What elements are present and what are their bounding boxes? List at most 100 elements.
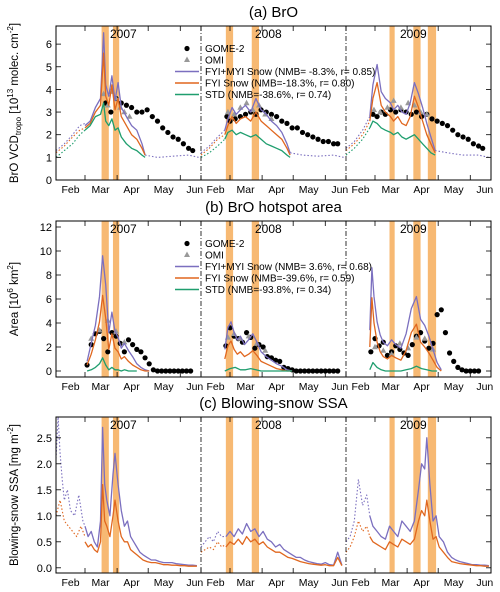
omi-point xyxy=(262,347,269,353)
gome2-point xyxy=(171,368,177,374)
fyi-line-solid xyxy=(369,297,442,372)
month-label: Feb xyxy=(206,577,224,589)
gome2-point xyxy=(439,120,445,126)
gome2-point xyxy=(277,358,283,364)
legend-label: STD (NMB=-38.6%, r= 0.74) xyxy=(205,90,331,101)
month-label: Mar xyxy=(381,577,400,589)
panel-1: 0 1 2 3 4 5 6 Feb Mar Apr May Jun 2007 Feb Mar Apr May Ju… xyxy=(6,4,493,196)
y-label-sup: 13 xyxy=(6,88,15,97)
gome2-point xyxy=(475,368,482,374)
fyi_myi-line-solid xyxy=(86,255,150,372)
y-tick-label: 5 xyxy=(46,62,52,74)
year-label: 2009 xyxy=(400,418,427,432)
gome2-point xyxy=(315,136,321,142)
year-label: 2008 xyxy=(255,222,282,236)
legend-label: GOME-2 xyxy=(205,239,245,250)
year-label: 2007 xyxy=(110,27,137,41)
legend-omi-marker xyxy=(184,251,190,257)
legend-label: STD (NMB=-93.8%, r= 0.34) xyxy=(205,285,331,296)
event-band xyxy=(427,26,437,180)
gome2-point xyxy=(183,368,190,374)
omi-point xyxy=(113,328,120,334)
gome2-point xyxy=(279,118,285,124)
month-label: Apr xyxy=(413,577,430,589)
gome2-point xyxy=(284,120,290,126)
legend-label: FYI+MYI Snow (NMB= -8.3%, r= 0.85) xyxy=(205,67,375,78)
omi-point xyxy=(372,343,378,350)
gome2-point xyxy=(318,368,324,374)
legend-label: GOME-2 xyxy=(205,44,245,55)
year-label: 2008 xyxy=(255,418,282,432)
gome2-point xyxy=(138,349,144,355)
gome2-point xyxy=(163,368,169,374)
fyi_myi-line-dotted xyxy=(56,417,86,527)
panel-title: (c) Blowing-snow SSA xyxy=(199,395,347,412)
gome2-point xyxy=(185,145,192,151)
gome2-point xyxy=(293,368,299,374)
gome2-point xyxy=(170,134,176,140)
event-band xyxy=(112,417,120,573)
plot-area xyxy=(56,417,489,573)
gome2-point xyxy=(467,368,473,374)
event-band xyxy=(427,417,437,573)
event-band xyxy=(251,417,259,573)
gome2-point xyxy=(322,368,328,374)
omi-point xyxy=(126,113,133,119)
plot-frame xyxy=(55,416,492,574)
y-tick-label: 1.5 xyxy=(37,485,52,497)
month-label: May xyxy=(299,184,320,196)
omi-point xyxy=(243,99,250,106)
y-label-sup: -2 xyxy=(6,427,15,435)
y-tick-label: 0 xyxy=(46,366,52,378)
gome2-point xyxy=(442,330,449,336)
month-label: Jun xyxy=(186,381,203,393)
gome2-point xyxy=(450,127,456,133)
gome2-point xyxy=(139,109,145,115)
event-band xyxy=(101,417,109,573)
y-label-main: Area [10 xyxy=(9,293,21,336)
gome2-point xyxy=(242,111,249,117)
gome2-point xyxy=(123,102,130,108)
gome2-point xyxy=(125,337,132,343)
gome2-point xyxy=(374,113,380,120)
event-band xyxy=(225,26,234,180)
y-axis-label: BrO VCDtropo [1013 molec. cm-2] xyxy=(6,23,23,183)
fyi_myi-line-solid xyxy=(369,267,442,371)
omi-point xyxy=(380,347,387,353)
plot-frame xyxy=(55,25,492,181)
gome2-point xyxy=(130,342,136,348)
month-label: May xyxy=(154,381,175,393)
event-band xyxy=(112,221,120,377)
gome2-point xyxy=(465,136,471,142)
gome2-point xyxy=(475,143,482,149)
gome2-point xyxy=(384,352,391,358)
gome2-point xyxy=(413,109,420,115)
y-label-tail: molec. cm xyxy=(9,33,21,89)
gome2-point xyxy=(330,141,337,147)
month-label: Apr xyxy=(268,577,285,589)
omi-point xyxy=(413,334,420,340)
gome2-point xyxy=(260,344,266,350)
gome2-point xyxy=(180,141,186,147)
omi-point xyxy=(390,97,397,103)
month-label: Apr xyxy=(413,381,430,393)
gome2-point xyxy=(150,367,156,373)
fyi-line-solid xyxy=(86,294,150,372)
fyi-line-solid xyxy=(369,81,436,154)
fyi_myi-line-dotted xyxy=(345,478,371,543)
gome2-point xyxy=(330,368,337,374)
y-label-main: Blowing-snow SSA [mg m xyxy=(9,434,21,566)
legend-label: OMI xyxy=(205,251,224,262)
fyi_myi-line-solid xyxy=(84,32,146,156)
std-line-solid xyxy=(224,366,293,372)
legend-label: FYI Snow (NMB=-39.6%, r= 0.59) xyxy=(205,274,355,285)
event-band xyxy=(101,221,109,377)
gome2-point xyxy=(434,312,440,318)
y-tick-label: 0.0 xyxy=(37,563,52,575)
gome2-point xyxy=(470,141,476,147)
y-label-sup: 6 xyxy=(6,288,15,293)
omi-point xyxy=(384,104,391,110)
plot-area xyxy=(56,26,490,180)
gome2-point xyxy=(297,368,304,374)
month-label: Feb xyxy=(351,184,369,196)
